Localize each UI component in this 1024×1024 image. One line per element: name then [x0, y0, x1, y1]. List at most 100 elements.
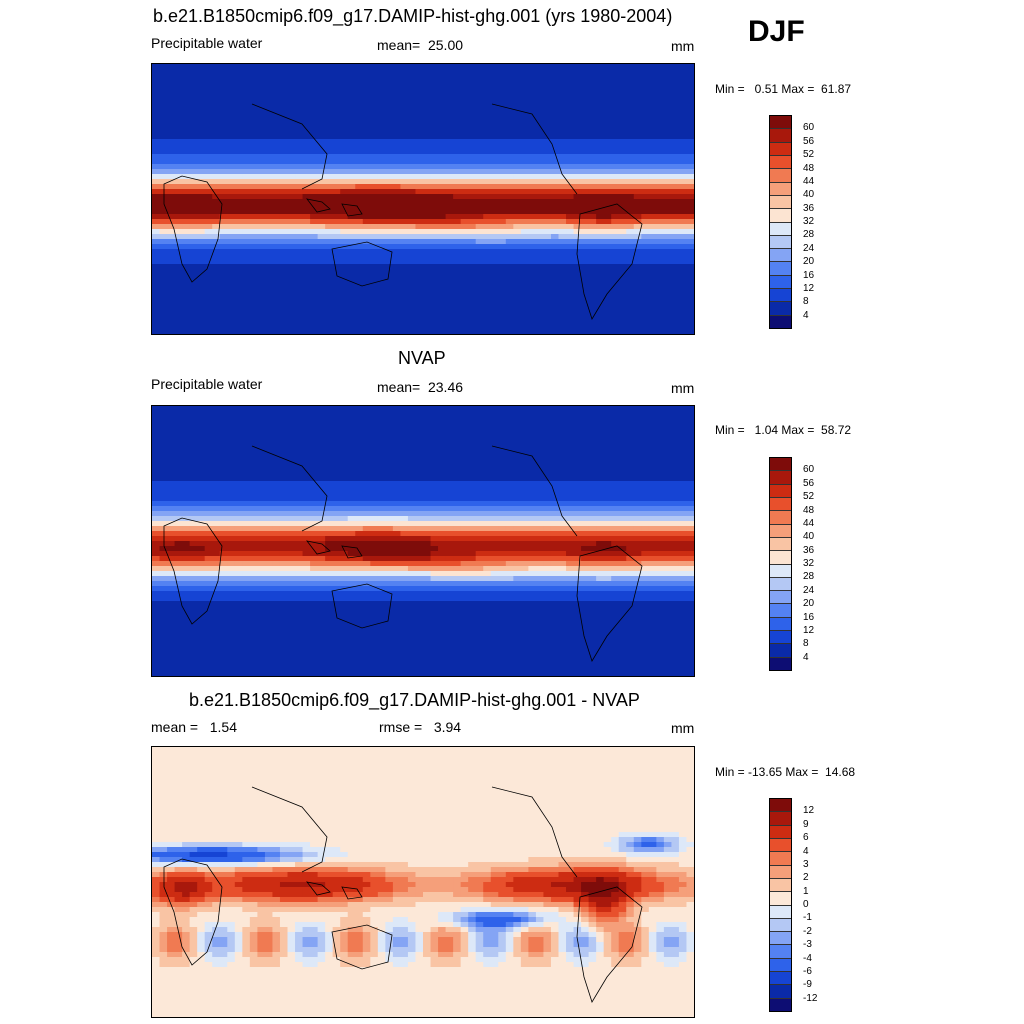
colorbar-tick-label: 3 [803, 858, 809, 870]
colorbar-tick-label: 24 [803, 242, 815, 254]
colorbar-swatch [770, 249, 791, 263]
coastline [251, 445, 328, 532]
panel-1-variable-label: Precipitable water [151, 35, 263, 51]
colorbar-swatch [770, 471, 791, 485]
colorbar-swatch [770, 838, 791, 853]
colorbar-swatch [770, 945, 791, 959]
colorbar-swatch [770, 958, 791, 973]
coastline [331, 241, 393, 287]
season-label: DJF [748, 15, 805, 48]
colorbar-swatch [770, 878, 791, 893]
colorbar-tick-label: 12 [803, 624, 815, 636]
colorbar-tick-label: 32 [803, 216, 815, 227]
colorbar-swatch [770, 497, 791, 512]
colorbar-tick-label: 8 [803, 296, 809, 308]
colorbar-swatch [770, 905, 791, 919]
coastline [491, 786, 578, 878]
colorbar-swatch [770, 892, 791, 906]
colorbar-tick-label: -4 [803, 952, 812, 964]
colorbar-swatch [770, 604, 791, 618]
panel-1-mean-label: mean= 25.00 [377, 37, 464, 53]
colorbar-swatch [770, 932, 791, 946]
panel-3-minmax: Min = -13.65 Max = 14.68 [715, 765, 856, 779]
panel-1-map-svg [152, 64, 694, 334]
colorbar-swatch [770, 222, 791, 236]
colorbar-swatch [770, 209, 791, 223]
colorbar-tick-label: 60 [803, 464, 815, 476]
colorbar-swatch [770, 235, 791, 250]
coastline [163, 175, 223, 283]
colorbar-tick-label: 20 [803, 256, 815, 268]
coastline [163, 858, 223, 966]
colorbar-tick-label: 8 [803, 638, 809, 650]
colorbar-swatch [770, 644, 791, 658]
coastline [306, 881, 331, 896]
colorbar-tick-label: -6 [803, 965, 812, 977]
colorbar-tick-label: 52 [803, 149, 815, 161]
colorbar-swatch [770, 799, 791, 813]
colorbar-swatch [770, 484, 791, 498]
colorbar-tick-label: 0 [803, 899, 809, 910]
coastline [576, 545, 643, 662]
coastline [306, 198, 331, 213]
panel-3-rmse-label: rmse = 3.94 [379, 719, 462, 735]
panel-3-map [151, 746, 695, 1018]
colorbar-tick-label: 28 [803, 571, 815, 583]
colorbar-tick-label: -9 [803, 979, 812, 991]
colorbar-swatch [770, 315, 791, 328]
colorbar-tick-label: 28 [803, 229, 815, 241]
colorbar-swatch [770, 458, 791, 472]
colorbar-tick-label: 2 [803, 872, 809, 884]
colorbar-swatch [770, 985, 791, 999]
panel-1-colorbar [769, 115, 792, 329]
colorbar-swatch [770, 918, 791, 933]
coastline [331, 924, 393, 970]
colorbar-tick-label: 1 [803, 885, 809, 897]
colorbar-tick-label: 4 [803, 651, 809, 663]
coastline [576, 886, 643, 1003]
panel-1-colorbar-labels: 60 56 52 48 44 40 36 32 28 24 20 16 12 8 4 [803, 115, 843, 329]
coastline [251, 786, 328, 873]
colorbar-tick-label: 52 [803, 491, 815, 503]
colorbar-tick-label: 12 [803, 282, 815, 294]
panel-3-title: b.e21.B1850cmip6.f09_g17.DAMIP-hist-ghg.… [189, 690, 640, 710]
colorbar-tick-label: 20 [803, 598, 815, 610]
panel-2-units: mm [671, 380, 695, 396]
colorbar-tick-label: -12 [803, 992, 818, 1004]
colorbar-swatch [770, 169, 791, 183]
panel-2-minmax: Min = 1.04 Max = 58.72 [715, 423, 852, 437]
colorbar-swatch [770, 524, 791, 538]
panel-3-colorbar [769, 798, 792, 1012]
colorbar-tick-label: 44 [803, 517, 815, 529]
panel-3-units: mm [671, 720, 695, 736]
colorbar-tick-label: 36 [803, 544, 815, 556]
colorbar-swatch [770, 537, 791, 552]
colorbar-swatch [770, 262, 791, 276]
colorbar-tick-label: 44 [803, 175, 815, 187]
colorbar-swatch [770, 972, 791, 986]
colorbar-swatch [770, 998, 791, 1011]
panel-2-map [151, 405, 695, 677]
coastline [491, 445, 578, 537]
panel-3-mean-label: mean = 1.54 [151, 719, 238, 735]
panel-3-colorbar-labels: 12 9 6 4 3 2 1 0 -1 -2 -3 -4 -6 -9 -12 [803, 798, 843, 1012]
coastline [491, 103, 578, 195]
coastline [576, 203, 643, 320]
coastline [251, 103, 328, 190]
colorbar-swatch [770, 142, 791, 156]
panel-1-units: mm [671, 38, 695, 54]
colorbar-tick-label: -2 [803, 925, 812, 937]
panel-1-title: b.e21.B1850cmip6.f09_g17.DAMIP-hist-ghg.… [153, 6, 673, 26]
colorbar-swatch [770, 564, 791, 578]
colorbar-swatch [770, 511, 791, 525]
colorbar-tick-label: 6 [803, 832, 809, 844]
colorbar-tick-label: 16 [803, 611, 815, 623]
panel-2-map-svg [152, 406, 694, 676]
colorbar-swatch [770, 812, 791, 826]
colorbar-swatch [770, 631, 791, 645]
colorbar-swatch [770, 195, 791, 210]
panel-2-mean-label: mean= 23.46 [377, 379, 464, 395]
colorbar-tick-label: 48 [803, 162, 815, 174]
colorbar-tick-label: 56 [803, 135, 815, 147]
coastline [331, 583, 393, 629]
